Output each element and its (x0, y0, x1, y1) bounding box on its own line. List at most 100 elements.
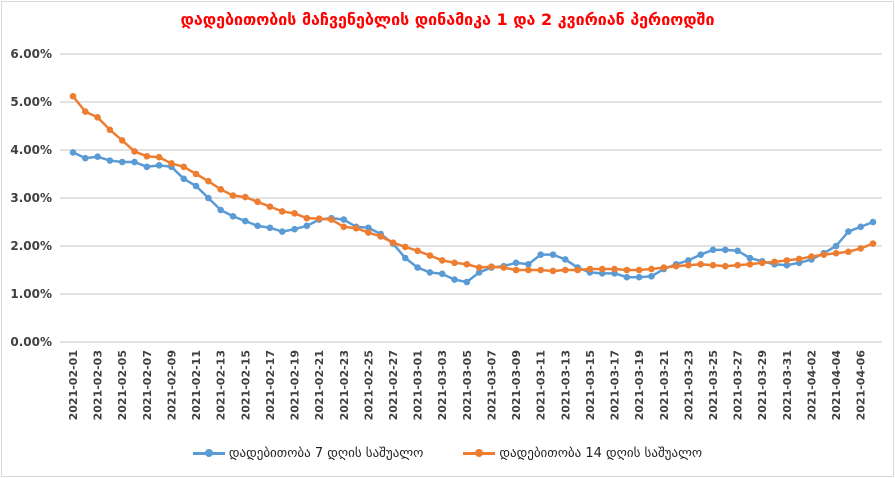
data-point-7day (155, 162, 163, 169)
data-point-14day (709, 261, 717, 269)
data-point-14day (549, 267, 557, 275)
data-point-7day (475, 269, 483, 276)
data-point-14day (783, 257, 791, 264)
data-point-14day (586, 265, 594, 273)
data-point-7day (697, 251, 704, 258)
data-point-7day (69, 149, 77, 156)
data-point-14day (697, 260, 704, 268)
data-point-14day (242, 193, 249, 201)
data-point-14day (746, 260, 754, 268)
x-tick-label: 2021-03-11 (535, 350, 548, 420)
data-point-7day (118, 158, 126, 166)
data-point-14day (266, 203, 274, 210)
data-point-7day (180, 175, 188, 183)
x-tick-label: 2021-03-27 (732, 350, 745, 420)
data-point-7day (525, 260, 532, 268)
data-point-7day (438, 270, 446, 278)
data-point-14day (857, 245, 864, 252)
data-point-14day (352, 224, 360, 232)
data-point-14day (771, 258, 778, 266)
x-tick-label: 2021-03-01 (412, 350, 425, 420)
x-tick-label: 2021-02-11 (190, 350, 203, 420)
x-tick-label: 2021-02-17 (264, 350, 277, 420)
y-tick-label: 1.00% (10, 287, 52, 301)
data-point-14day (488, 263, 495, 270)
x-tick-label: 2021-02-09 (165, 350, 178, 420)
legend-marker-icon (192, 449, 225, 457)
data-point-14day (426, 252, 434, 259)
data-point-7day (845, 228, 852, 235)
x-tick-label: 2021-03-29 (756, 350, 769, 420)
data-point-14day (69, 92, 77, 100)
data-point-14day (672, 262, 680, 270)
legend-label: დადებითობა 7 დღის საშუალო (228, 446, 424, 461)
data-point-14day (660, 264, 668, 271)
data-point-14day (94, 114, 101, 121)
x-tick-label: 2021-03-03 (436, 350, 449, 420)
data-point-7day (242, 217, 249, 225)
data-point-14day (217, 186, 224, 193)
legend-label: დადებითობა 14 დღის საშუალო (499, 446, 703, 461)
x-tick-label: 2021-04-02 (805, 350, 818, 420)
data-point-7day (512, 259, 520, 267)
data-point-14day (758, 259, 766, 267)
data-point-14day (648, 265, 655, 273)
data-point-14day (106, 126, 114, 134)
legend: დადებითობა 7 დღის საშუალო დადებითობა 14 … (0, 446, 895, 461)
data-point-14day (340, 223, 348, 231)
data-point-7day (402, 254, 409, 262)
data-point-14day (500, 264, 508, 271)
data-point-7day (869, 218, 877, 226)
x-tick-label: 2021-02-27 (387, 350, 400, 420)
x-tick-label: 2021-02-05 (116, 350, 129, 420)
data-point-14day (291, 210, 298, 217)
data-point-7day (229, 212, 237, 220)
data-point-7day (685, 257, 692, 264)
data-point-14day (168, 160, 175, 167)
chart-title: დადებითობის მაჩვენებლის დინამიკა 1 და 2 … (180, 10, 715, 29)
data-point-14day (118, 137, 126, 144)
x-tick-label: 2021-03-17 (609, 350, 622, 420)
data-point-14day (377, 233, 384, 240)
data-point-14day (574, 266, 581, 274)
data-point-14day (254, 198, 261, 206)
legend-item-14day: დადებითობა 14 დღის საშუალო (463, 446, 702, 461)
data-point-14day (820, 251, 828, 258)
data-point-14day (598, 265, 606, 273)
data-point-7day (82, 154, 89, 162)
data-point-14day (562, 266, 569, 274)
data-point-14day (278, 208, 286, 215)
data-point-7day (131, 158, 138, 166)
data-point-7day (648, 272, 655, 280)
x-tick-label: 2021-02-21 (313, 350, 326, 420)
data-point-7day (426, 269, 434, 276)
data-point-14day (438, 257, 446, 264)
x-tick-label: 2021-03-23 (682, 350, 695, 420)
data-point-7day (722, 246, 729, 254)
x-tick-label: 2021-03-21 (658, 350, 671, 420)
x-tick-label: 2021-03-07 (485, 350, 498, 420)
data-point-7day (106, 157, 114, 164)
data-point-7day (623, 273, 631, 281)
x-tick-label: 2021-03-13 (559, 350, 572, 420)
data-point-7day (340, 216, 348, 223)
x-tick-label: 2021-02-13 (215, 350, 228, 420)
data-point-14day (229, 192, 237, 199)
data-point-14day (512, 266, 520, 274)
data-point-14day (537, 266, 544, 274)
data-point-7day (746, 254, 754, 262)
data-point-7day (192, 182, 200, 190)
data-point-7day (278, 228, 286, 235)
data-point-14day (845, 248, 852, 256)
data-point-14day (328, 216, 335, 223)
data-point-14day (315, 215, 323, 222)
y-tick-label: 5.00% (10, 95, 52, 109)
x-tick-label: 2021-02-19 (289, 350, 302, 420)
data-point-7day (857, 223, 864, 231)
data-point-7day (734, 247, 741, 255)
x-tick-label: 2021-04-04 (830, 350, 843, 421)
data-point-14day (734, 261, 741, 269)
x-tick-label: 2021-03-25 (707, 350, 720, 420)
